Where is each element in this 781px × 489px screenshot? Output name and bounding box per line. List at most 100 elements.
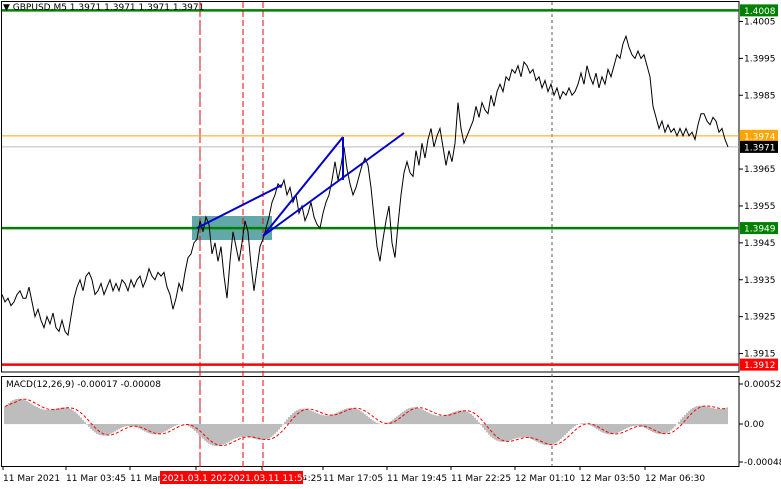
macd-bar-295 (594, 424, 596, 428)
macd-bar-352 (708, 407, 710, 425)
y-tick-label-3: 1.3965 (744, 165, 776, 175)
macd-bar-353 (710, 407, 712, 425)
macd-bar-302 (608, 424, 610, 435)
macd-bar-156 (316, 413, 318, 425)
macd-bar-257 (518, 424, 520, 438)
level-tag-label-current: 1.3971 (744, 143, 776, 153)
macd-bar-322 (648, 424, 650, 430)
macd-bar-61 (126, 424, 128, 427)
y-tick-label-8: 1.3915 (744, 350, 776, 360)
macd-bar-181 (366, 415, 368, 425)
macd-bar-204 (412, 407, 414, 425)
macd-bar-81 (166, 424, 168, 431)
macd-bar-358 (720, 408, 722, 425)
macd-bar-213 (430, 413, 432, 425)
macd-bar-153 (310, 410, 312, 425)
macd-bar-354 (712, 408, 714, 425)
macd-bar-100 (204, 424, 206, 441)
macd-bar-267 (538, 424, 540, 443)
macd-bar-226 (456, 410, 458, 425)
macd-panel-frame (1, 376, 740, 467)
vline-tag-1 (226, 471, 303, 484)
macd-bar-265 (534, 424, 536, 441)
macd-bar-118 (240, 424, 242, 437)
macd-bar-28 (60, 407, 62, 425)
macd-bar-288 (580, 423, 582, 425)
macd-bar-316 (636, 424, 638, 426)
main-panel-frame (1, 1, 740, 373)
macd-bar-17 (38, 407, 40, 425)
macd-bar-217 (438, 415, 440, 425)
macd-bar-306 (616, 424, 618, 434)
macd-bar-1 (6, 404, 8, 425)
macd-bar-132 (268, 424, 270, 439)
macd-bar-286 (576, 424, 578, 425)
macd-bar-50 (104, 424, 106, 436)
macd-bar-285 (574, 424, 576, 427)
macd-bar-2 (8, 402, 10, 425)
macd-bar-53 (110, 424, 112, 434)
macd-bar-160 (324, 415, 326, 425)
level-tag-current (740, 140, 778, 153)
vline-tag-label-0: 2021.03.1 202 (162, 474, 228, 484)
macd-bar-334 (672, 424, 674, 429)
macd-bar-74 (152, 424, 154, 435)
macd-bar-9 (22, 399, 24, 425)
macd-bar-133 (270, 424, 272, 438)
macd-bar-135 (274, 424, 276, 434)
macd-bar-268 (540, 424, 542, 444)
macd-bar-323 (650, 424, 652, 432)
macd-bar-10 (24, 400, 26, 425)
macd-bar-174 (352, 407, 354, 425)
x-tick-label-9: 12 Mar 03:50 (580, 474, 640, 484)
macd-bar-103 (210, 424, 212, 445)
macd-bar-244 (492, 424, 494, 439)
macd-bar-236 (476, 420, 478, 425)
macd-bar-205 (414, 407, 416, 425)
macd-bar-86 (176, 424, 178, 426)
macd-bar-284 (572, 424, 574, 428)
macd-bar-164 (332, 414, 334, 425)
macd-bar-248 (500, 424, 502, 442)
macd-bar-280 (564, 424, 566, 436)
macd-bar-299 (602, 424, 604, 433)
macd-bar-66 (136, 424, 138, 428)
trend-line-0 (196, 184, 283, 229)
level-tag-label-bid: 1.3974 (744, 132, 776, 142)
macd-bar-233 (470, 414, 472, 425)
x-tick-label-0: 11 Mar 2021 (3, 474, 60, 484)
x-tick-label-10: 12 Mar 06:30 (645, 474, 705, 484)
macd-bar-256 (516, 424, 518, 439)
level-tag-label-resistance: 1.4008 (744, 7, 776, 17)
macd-bar-253 (510, 424, 512, 441)
macd-bar-30 (64, 407, 66, 425)
macd-bar-275 (554, 424, 556, 444)
macd-bar-313 (630, 424, 632, 427)
macd-bar-59 (122, 424, 124, 428)
macd-bar-85 (174, 424, 176, 426)
macd-bar-272 (548, 424, 550, 446)
macd-bar-131 (266, 424, 268, 440)
macd-bar-252 (508, 424, 510, 441)
macd-bar-263 (530, 424, 532, 440)
macd-bar-228 (460, 410, 462, 425)
macd-bar-309 (622, 424, 624, 431)
macd-bar-19 (42, 409, 44, 425)
macd-bar-124 (252, 424, 254, 439)
vline-tag-label-1: 2021.03.11 11:55 (228, 474, 308, 484)
macd-bar-34 (72, 410, 74, 425)
macd-bar-178 (360, 411, 362, 425)
macd-bar-64 (132, 424, 134, 427)
macd-bar-78 (160, 424, 162, 434)
macd-bar-170 (344, 409, 346, 425)
macd-bar-283 (570, 424, 572, 430)
macd-bar-247 (498, 424, 500, 442)
macd-bar-76 (156, 424, 158, 435)
macd-bar-13 (30, 403, 32, 425)
macd-bar-315 (634, 424, 636, 426)
macd-bar-186 (376, 422, 378, 425)
macd-bar-26 (56, 408, 58, 425)
macd-bar-23 (50, 409, 52, 425)
level-tag-label-support: 1.3949 (744, 225, 776, 235)
macd-bar-192 (388, 422, 390, 425)
